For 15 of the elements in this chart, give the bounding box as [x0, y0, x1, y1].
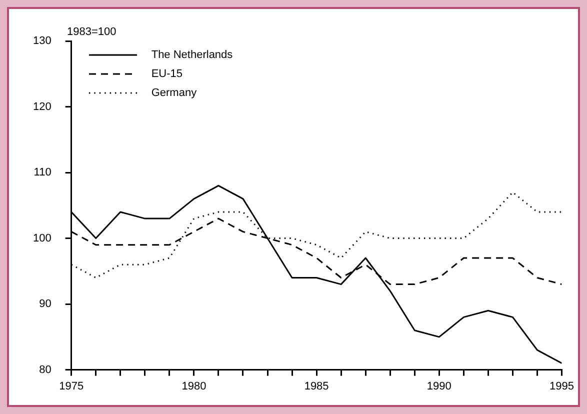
- x-tick-label: 1975: [59, 380, 84, 392]
- x-tick-label: 1985: [304, 380, 329, 392]
- y-tick-label: 90: [39, 298, 52, 310]
- x-tick-label: 1990: [426, 380, 452, 392]
- y-axis-title: 1983=100: [67, 26, 116, 38]
- y-tick-label: 110: [34, 166, 52, 179]
- x-tick-label: 1980: [182, 380, 206, 392]
- y-tick-label: 100: [32, 232, 52, 244]
- legend-label: The Netherlands: [151, 48, 233, 60]
- legend-label: EU-15: [151, 68, 183, 80]
- legend-label: Germany: [151, 86, 197, 98]
- y-tick-label: 80: [39, 364, 52, 376]
- y-tick-label: 120: [32, 100, 52, 113]
- y-tick-label: 130: [32, 35, 52, 48]
- x-tick-label: 1995: [550, 380, 574, 392]
